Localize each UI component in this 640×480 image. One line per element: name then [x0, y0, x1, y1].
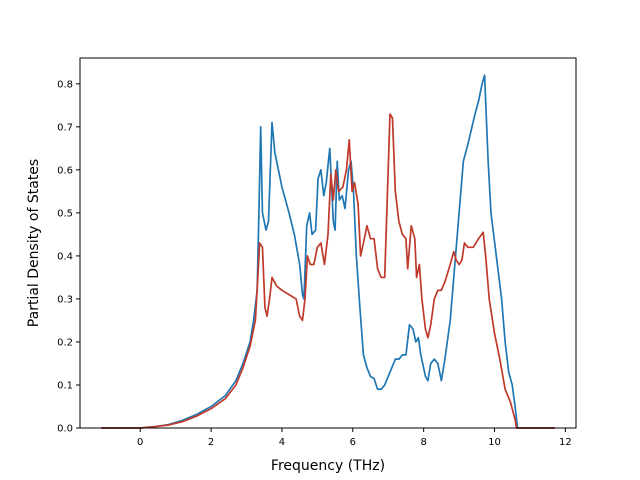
y-axis-label: Partial Density of States — [26, 159, 42, 327]
x-tick-label: 4 — [279, 437, 285, 448]
y-tick-label: 0.2 — [57, 337, 73, 348]
y-tick-label: 0.1 — [57, 380, 73, 391]
x-tick-label: 8 — [420, 437, 426, 448]
y-tick-label: 0.5 — [57, 208, 73, 219]
x-axis-label: Frequency (THz) — [271, 458, 385, 474]
y-tick-label: 0.8 — [57, 79, 73, 90]
y-tick-label: 0.6 — [57, 165, 73, 176]
x-tick-label: 2 — [208, 437, 214, 448]
y-tick-label: 0.0 — [57, 424, 73, 435]
x-tick-label: 0 — [137, 437, 143, 448]
series-line-1 — [101, 74, 555, 429]
x-tick-label: 6 — [350, 437, 356, 448]
x-tick-label: 12 — [559, 437, 572, 448]
x-tick-label: 10 — [488, 437, 501, 448]
series-line-2 — [101, 113, 555, 429]
y-tick-label: 0.7 — [57, 122, 73, 133]
series-layer — [101, 74, 555, 429]
y-tick-label: 0.4 — [57, 251, 73, 262]
plot-frame — [79, 57, 577, 429]
y-tick-label: 0.3 — [57, 294, 73, 305]
ticks-layer: 0 2 4 6 8 10 12 0.0 0.1 0.2 0.3 0.4 0.5 0.6 0.7 0.8 — [57, 79, 572, 448]
